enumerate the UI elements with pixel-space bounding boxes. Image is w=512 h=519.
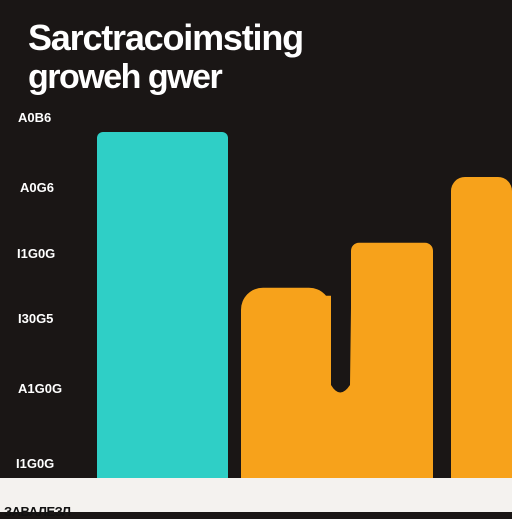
bar [241, 287, 331, 500]
chart-title: Sarctracoimsting [28, 17, 304, 58]
bar [451, 176, 512, 493]
bar-join-shape [318, 295, 351, 478]
y-tick-label: I30G5 [18, 311, 53, 326]
y-tick-label: A1G0G [18, 381, 62, 396]
y-axis-ticks: A0B6 A0G6 I1G0G I30G5 A1G0G I1G0G [16, 110, 62, 471]
chart-subtitle: groweh gwer [28, 58, 223, 96]
y-tick-label: I1G0G [16, 456, 54, 471]
bar [97, 132, 228, 484]
bars [0, 132, 512, 512]
bar [351, 242, 433, 486]
y-tick-label: A0G6 [20, 180, 54, 195]
footer-strip: ЗАВАЛЕЗЛ [0, 478, 512, 519]
y-tick-label: A0B6 [18, 110, 51, 125]
y-tick-label: I1G0G [17, 246, 55, 261]
